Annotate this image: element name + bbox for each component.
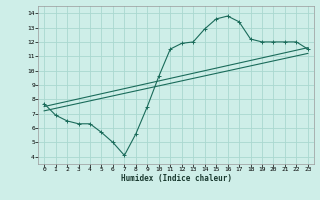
X-axis label: Humidex (Indice chaleur): Humidex (Indice chaleur) (121, 174, 231, 183)
